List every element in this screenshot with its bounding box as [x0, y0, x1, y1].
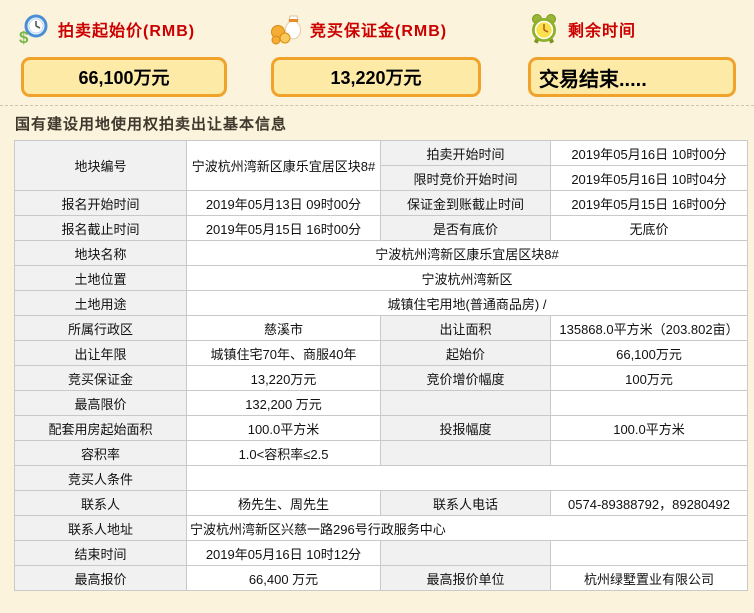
table-label-cell: 出让面积 — [380, 315, 551, 341]
table-row: 最高报价 66,400 万元 最高报价单位 杭州绿墅置业有限公司 — [14, 565, 748, 591]
table-value-cell: 132,200 万元 — [186, 390, 381, 416]
deposit-header: 竞买保证金(RMB) — [270, 10, 447, 48]
table-label-cell: 出让年限 — [14, 340, 187, 366]
table-label-cell: 联系人电话 — [380, 490, 551, 516]
table-value-cell: 2019年05月16日 10时12分 — [186, 540, 381, 566]
table-value-cell — [186, 465, 748, 491]
deposit-value: 13,220万元 — [330, 68, 422, 88]
table-value-cell — [550, 390, 748, 416]
table-value-cell: 2019年05月13日 09时00分 — [186, 190, 381, 216]
table-value-cell: 100.0平方米 — [550, 415, 748, 441]
alarm-clock-icon — [528, 13, 560, 45]
table-value-cell: 城镇住宅用地(普通商品房) / — [186, 290, 748, 316]
table-row: 地块名称 宁波杭州湾新区康乐宜居区块8# — [14, 240, 748, 266]
table-label-cell: 结束时间 — [14, 540, 187, 566]
table-row: 土地位置 宁波杭州湾新区 — [14, 265, 748, 291]
table-label-cell: 是否有底价 — [380, 215, 551, 241]
table-value-cell: 宁波杭州湾新区 — [186, 265, 748, 291]
section-title: 国有建设用地使用权拍卖出让基本信息 — [15, 116, 288, 133]
remaining-time-header: 剩余时间 — [528, 10, 636, 48]
table-value-cell — [550, 440, 748, 466]
table-label-cell: 竞价增价幅度 — [380, 365, 551, 391]
table-row: 联系人地址 宁波杭州湾新区兴慈一路296号行政服务中心 — [14, 515, 748, 541]
table-label-cell — [380, 540, 551, 566]
table-value-cell: 2019年05月16日 10时04分 — [550, 165, 748, 191]
table-value-cell: 宁波杭州湾新区兴慈一路296号行政服务中心 — [186, 515, 748, 541]
remaining-time-label: 剩余时间 — [568, 23, 637, 40]
table-row: 联系人 杨先生、周先生 联系人电话 0574-89388792，89280492 — [14, 490, 748, 516]
table-label-cell: 联系人 — [14, 490, 187, 516]
deposit-label: 竞买保证金(RMB) — [310, 23, 448, 40]
table-label-cell: 容积率 — [14, 440, 187, 466]
table-row: 配套用房起始面积 100.0平方米 投报幅度 100.0平方米 — [14, 415, 748, 441]
table-row: 竞买保证金 13,220万元 竞价增价幅度 100万元 — [14, 365, 748, 391]
money-bag-icon — [270, 13, 302, 45]
table-label-cell: 竞买保证金 — [14, 365, 187, 391]
table-value-cell: 1.0<容积率≤2.5 — [186, 440, 381, 466]
table-value-cell: 2019年05月16日 10时00分 — [550, 140, 748, 166]
table-row: 最高限价 132,200 万元 — [14, 390, 748, 416]
table-label-cell: 最高限价 — [14, 390, 187, 416]
svg-text:$: $ — [19, 28, 29, 45]
table-label-cell: 联系人地址 — [14, 515, 187, 541]
table-label-cell: 保证金到账截止时间 — [380, 190, 551, 216]
table-row: 报名截止时间 2019年05月15日 16时00分 是否有底价 无底价 — [14, 215, 748, 241]
start-price-header: $ 拍卖起始价(RMB) — [18, 10, 195, 48]
table-row: 地块编号 宁波杭州湾新区康乐宜居区块8# 拍卖开始时间 2019年05月16日 10时… — [14, 140, 748, 191]
start-price-value-box: 66,100万元 — [21, 57, 227, 97]
table-value-cell: 13,220万元 — [186, 365, 381, 391]
table-label-cell: 投报幅度 — [380, 415, 551, 441]
table-label-cell: 最高报价单位 — [380, 565, 551, 591]
table-label-cell: 报名开始时间 — [14, 190, 187, 216]
deposit-value-box: 13,220万元 — [271, 57, 481, 97]
table-value-cell: 无底价 — [550, 215, 748, 241]
table-row: 土地用途 城镇住宅用地(普通商品房) / — [14, 290, 748, 316]
info-table: 地块编号 宁波杭州湾新区康乐宜居区块8# 拍卖开始时间 2019年05月16日 10时… — [14, 140, 748, 591]
table-row: 结束时间 2019年05月16日 10时12分 — [14, 540, 748, 566]
table-value-cell: 100.0平方米 — [186, 415, 381, 441]
table-label-cell: 地块编号 — [14, 140, 187, 191]
table-row: 竞买人条件 — [14, 465, 748, 491]
table-label-cell: 最高报价 — [14, 565, 187, 591]
table-label-cell — [380, 390, 551, 416]
money-clock-icon: $ — [18, 13, 50, 47]
table-value-cell: 2019年05月15日 16时00分 — [186, 215, 381, 241]
table-label-cell: 土地用途 — [14, 290, 187, 316]
table-label-cell: 所属行政区 — [14, 315, 187, 341]
table-label-cell: 土地位置 — [14, 265, 187, 291]
table-value-cell: 66,400 万元 — [186, 565, 381, 591]
table-label-cell: 竞买人条件 — [14, 465, 187, 491]
table-value-cell: 135868.0平方米（203.802亩） — [550, 315, 748, 341]
dashed-separator — [0, 105, 754, 106]
table-value-cell: 0574-89388792，89280492 — [550, 490, 748, 516]
start-price-value: 66,100万元 — [78, 68, 170, 88]
table-label-cell — [380, 440, 551, 466]
table-label-cell: 配套用房起始面积 — [14, 415, 187, 441]
remaining-time-value-box: 交易结束..... — [528, 57, 736, 97]
table-row: 限时竞价开始时间 2019年05月16日 10时04分 — [15, 165, 748, 191]
table-row: 出让年限 城镇住宅70年、商服40年 起始价 66,100万元 — [14, 340, 748, 366]
table-value-cell: 慈溪市 — [186, 315, 381, 341]
table-label-cell: 报名截止时间 — [14, 215, 187, 241]
table-value-cell: 杭州绿墅置业有限公司 — [550, 565, 748, 591]
table-value-cell: 宁波杭州湾新区康乐宜居区块8# — [186, 240, 748, 266]
table-row: 报名开始时间 2019年05月13日 09时00分 保证金到账截止时间 2019年05… — [14, 190, 748, 216]
start-price-label: 拍卖起始价(RMB) — [58, 23, 196, 40]
info-table-body: 地块编号 宁波杭州湾新区康乐宜居区块8# 拍卖开始时间 2019年05月16日 10时… — [14, 140, 748, 591]
table-value-cell: 宁波杭州湾新区康乐宜居区块8# — [186, 140, 381, 191]
table-row: 所属行政区 慈溪市 出让面积 135868.0平方米（203.802亩） — [14, 315, 748, 341]
table-row: 容积率 1.0<容积率≤2.5 — [14, 440, 748, 466]
table-value-cell: 2019年05月15日 16时00分 — [550, 190, 748, 216]
table-value-cell: 城镇住宅70年、商服40年 — [186, 340, 381, 366]
table-label-cell: 起始价 — [380, 340, 551, 366]
remaining-time-value: 交易结束..... — [539, 68, 647, 91]
table-label-cell: 拍卖开始时间 — [380, 140, 551, 166]
table-value-cell: 100万元 — [550, 365, 748, 391]
table-value-cell: 杨先生、周先生 — [186, 490, 381, 516]
table-label-cell: 地块名称 — [14, 240, 187, 266]
table-label-cell: 限时竞价开始时间 — [380, 165, 551, 191]
table-value-cell — [550, 540, 748, 566]
table-value-cell: 66,100万元 — [550, 340, 748, 366]
